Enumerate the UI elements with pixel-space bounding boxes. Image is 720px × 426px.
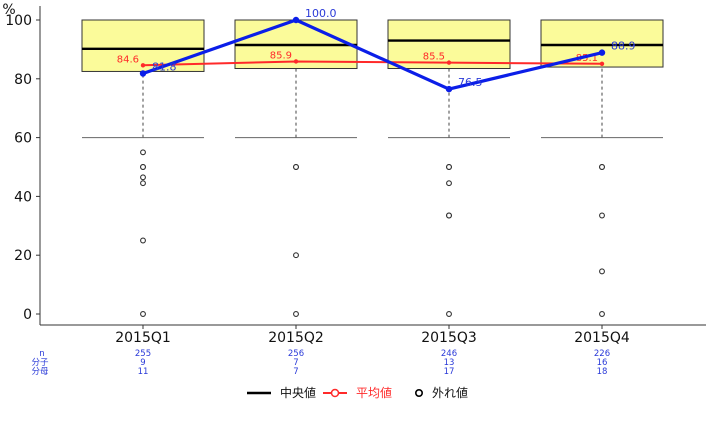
count-n: 255 [135,349,151,359]
x-tick-label: 2015Q4 [574,330,630,346]
count-numerator: 9 [140,358,145,368]
legend: 中央値 平均値 外れ値 [247,385,468,400]
y-axis-unit: % [2,2,15,18]
count-row-label-n: n [39,349,44,359]
x-tick-label: 2015Q3 [421,330,477,346]
value-label: 76.5 [458,76,483,89]
count-numerator: 13 [444,358,455,368]
outlier-point [140,237,146,244]
mean-point [599,61,605,67]
count-n: 226 [594,349,610,359]
outlier-point [140,149,146,156]
y-tick-label: 0 [23,307,32,323]
legend-mean-label: 平均値 [356,385,392,400]
mean-line [142,60,603,67]
value-line [142,18,603,91]
y-tick-label: 100 [5,13,32,29]
count-n: 246 [441,349,457,359]
outlier-point [599,268,605,275]
outlier-point [140,180,146,187]
value-series: 81.8 100.0 76.5 88.9 [139,7,636,93]
mean-label: 84.6 [117,54,139,65]
outlier-point [140,174,146,181]
counts: 255 256 246 226 9 7 13 16 11 7 17 18 [135,349,610,377]
legend-outlier-label: 外れ値 [432,385,468,400]
box-2015Q1 [81,19,205,72]
legend-mean-marker [330,388,340,398]
outlier-point [446,212,452,219]
count-numerator: 16 [597,358,608,368]
value-label: 100.0 [305,7,337,20]
outlier-point [140,164,146,170]
y-tick-label: 60 [14,131,32,147]
outlier-point [293,252,299,259]
x-ticks: 2015Q1 2015Q2 2015Q3 2015Q4 [115,325,630,346]
count-numerator: 7 [293,358,298,368]
count-n: 256 [288,349,304,359]
count-denominator: 7 [293,367,298,377]
count-row-label-numerator: 分子 [31,358,49,368]
legend-median-label: 中央値 [280,385,316,400]
value-label: 88.9 [611,40,636,53]
outlier-point [293,311,299,317]
outlier-point [599,311,605,317]
value-label: 81.8 [152,61,177,74]
outlier-point [599,164,605,170]
outlier-point [446,164,452,170]
value-point [139,70,147,77]
box-2015Q4 [540,19,664,68]
mean-label: 85.1 [576,53,598,64]
count-row-label-denominator: 分母 [31,367,48,377]
value-point [598,49,606,56]
count-denominator: 11 [138,367,149,377]
y-tick-label: 80 [14,72,32,88]
x-tick-label: 2015Q1 [115,330,171,346]
value-point [292,16,300,24]
mean-point [293,59,299,64]
count-denominator: 18 [597,367,608,377]
outlier-point [140,311,146,317]
mean-label: 85.5 [423,52,445,63]
box-2015Q3 [387,19,511,70]
x-tick-label: 2015Q2 [268,330,324,346]
mean-point [446,60,452,65]
y-tick-label: 40 [14,189,32,205]
mean-label: 85.9 [270,50,292,61]
outlier-point [446,180,452,187]
outlier-point [446,311,452,317]
outlier-point [293,164,299,170]
legend-outlier-marker [414,388,423,397]
count-denominator: 17 [444,367,455,377]
boxes [81,19,664,139]
outliers [140,149,605,317]
y-ticks: 0 20 40 60 80 100 [5,13,40,323]
outlier-point [599,212,605,219]
mean-point [140,63,146,68]
y-tick-label: 20 [14,248,32,264]
mean-series: 84.6 85.9 85.5 85.1 [117,50,605,68]
value-point [445,85,453,93]
